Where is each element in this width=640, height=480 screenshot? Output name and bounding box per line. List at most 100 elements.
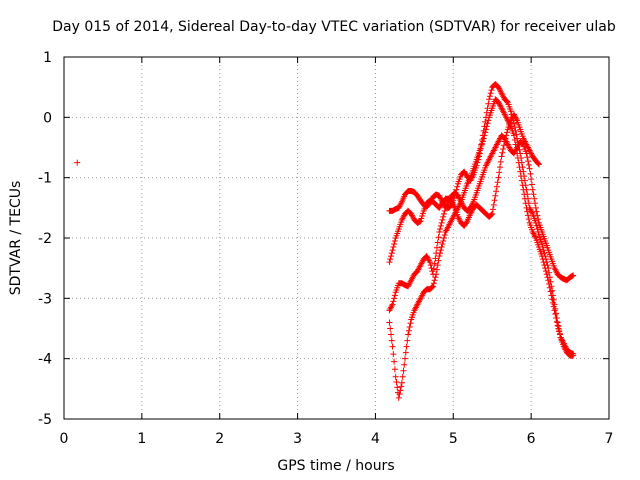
data-point	[555, 325, 562, 332]
data-point	[511, 136, 518, 143]
data-point	[388, 250, 395, 257]
data-point	[488, 87, 495, 94]
data-point	[435, 234, 442, 241]
x-tick-labels: 0 1 2 3 4 5 6 7	[60, 431, 614, 447]
data-point	[433, 271, 440, 278]
data-point	[393, 379, 400, 386]
data-point	[548, 292, 555, 299]
chart-title: Day 015 of 2014, Sidereal Day-to-day VTE…	[52, 19, 616, 35]
data-point	[435, 257, 442, 264]
data-point	[441, 231, 448, 238]
data-point	[504, 98, 511, 105]
data-point	[432, 274, 439, 281]
data-point	[430, 280, 437, 287]
data-point	[398, 379, 405, 386]
y-tick-label: -1	[38, 171, 52, 187]
data-point	[549, 296, 556, 303]
data-point	[440, 213, 447, 220]
data-point	[488, 211, 495, 218]
data-point	[479, 138, 486, 145]
data-point	[438, 219, 445, 226]
data-point	[487, 90, 494, 97]
data-point	[398, 383, 405, 390]
data-point	[454, 183, 461, 190]
data-point	[386, 319, 393, 326]
data-point	[519, 140, 526, 147]
data-point	[401, 361, 408, 368]
data-point	[484, 120, 491, 127]
data-point	[433, 244, 440, 251]
data-point	[430, 265, 437, 272]
data-point	[556, 331, 563, 338]
x-tick-label: 6	[527, 431, 536, 447]
data-point	[386, 259, 393, 266]
x-tick-label: 5	[449, 431, 458, 447]
x-tick-label: 2	[215, 431, 224, 447]
x-tick-label: 1	[137, 431, 146, 447]
data-point	[514, 155, 521, 162]
data-point	[570, 350, 577, 357]
data-point	[539, 241, 546, 248]
data-point	[492, 192, 499, 199]
data-point	[388, 253, 394, 260]
data-point	[389, 247, 396, 254]
data-point	[524, 154, 531, 161]
data-point	[440, 235, 447, 241]
data-point	[485, 100, 492, 107]
data-point	[439, 216, 446, 223]
data-point	[389, 343, 396, 350]
data-point	[391, 358, 398, 365]
data-point	[391, 295, 398, 302]
data-point	[396, 391, 403, 398]
data-point	[554, 322, 561, 329]
data-point	[495, 174, 502, 181]
data-point	[507, 108, 514, 115]
data-point	[482, 126, 489, 133]
data-point	[556, 328, 563, 335]
data-point	[535, 160, 542, 167]
data-point	[518, 177, 525, 184]
data-point	[541, 262, 548, 269]
data-point	[553, 314, 560, 321]
data-point	[402, 349, 409, 356]
data-point	[491, 197, 498, 204]
data-point	[419, 210, 426, 217]
data-point	[540, 259, 547, 266]
data-point	[436, 228, 443, 235]
data-point	[391, 366, 398, 373]
data-point	[497, 158, 504, 165]
data-point	[552, 311, 559, 318]
data-point	[399, 373, 406, 380]
data-point	[511, 132, 518, 139]
data-point	[486, 93, 493, 100]
data-point	[463, 219, 470, 226]
data-point	[524, 208, 531, 215]
data-point	[546, 281, 553, 288]
data-point	[434, 262, 441, 269]
data-point	[400, 367, 407, 374]
y-tick-labels: 1 0 -1 -2 -3 -4 -5	[38, 50, 52, 428]
data-point	[528, 181, 535, 188]
data-point	[522, 200, 529, 207]
data-point	[387, 325, 394, 332]
data-point	[523, 204, 530, 211]
data-point	[427, 262, 434, 269]
data-point	[542, 268, 549, 275]
grid-lines	[64, 57, 609, 419]
data-point	[431, 260, 438, 267]
data-point	[541, 250, 548, 257]
data-point	[405, 327, 412, 334]
data-point	[430, 283, 437, 290]
data-point	[521, 191, 528, 198]
data-point	[404, 337, 411, 344]
data-point	[525, 161, 532, 168]
data-point	[392, 373, 399, 380]
y-tick-label: 1	[43, 50, 52, 66]
data-point	[434, 239, 441, 246]
data-point	[397, 387, 404, 394]
data-point	[535, 161, 542, 168]
data-point	[481, 132, 488, 139]
data-point	[521, 195, 528, 202]
data-point	[519, 182, 526, 189]
